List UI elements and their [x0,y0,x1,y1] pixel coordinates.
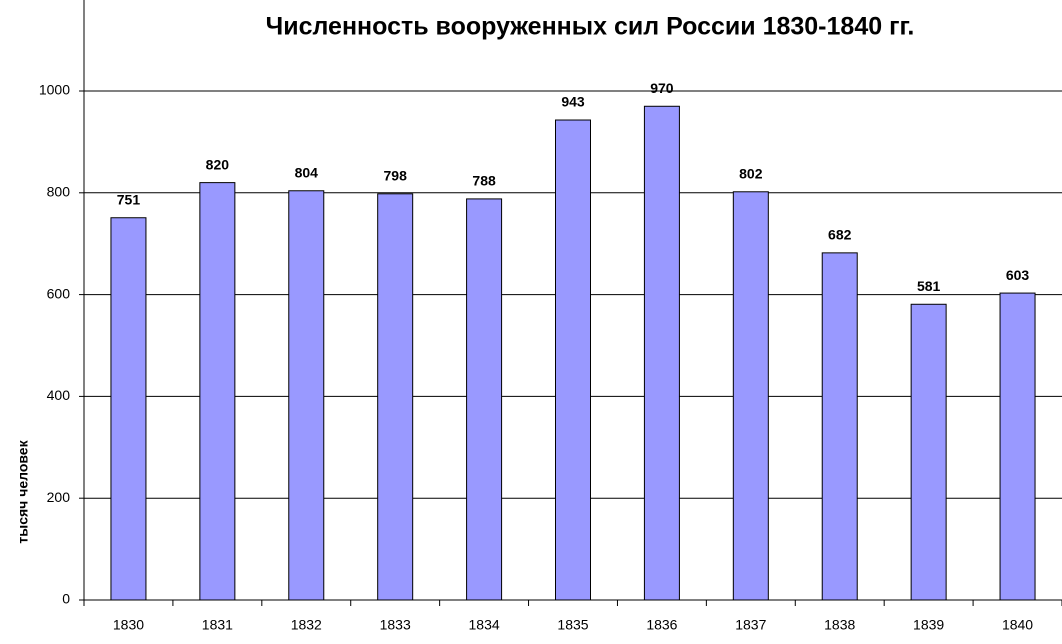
value-label: 788 [472,173,496,189]
value-label: 581 [917,278,941,294]
bar [821,252,858,601]
x-tick-label: 1838 [824,617,855,633]
y-tick-label: 0 [62,591,70,607]
value-label: 820 [206,156,230,172]
value-label: 970 [650,80,674,96]
value-label: 682 [828,227,852,243]
bar [377,193,414,601]
bar [110,217,147,601]
bar [288,190,325,601]
value-label: 802 [739,165,763,181]
bar [199,182,236,601]
x-tick-label: 1836 [646,617,677,633]
bar [643,105,680,601]
x-tick-label: 1835 [557,617,588,633]
bar [555,119,591,601]
x-tick-label: 1840 [1002,617,1033,633]
y-tick-label: 1000 [39,82,70,98]
value-label: 751 [117,191,141,207]
y-tick-label: 400 [47,387,71,403]
value-label: 943 [561,94,585,110]
x-tick-label: 1830 [113,617,144,633]
value-label: 804 [295,164,319,180]
chart-title: Численность вооруженных сил России 1830-… [266,13,915,41]
bar [466,198,503,601]
y-tick-label: 200 [47,489,71,505]
x-tick-label: 1832 [291,617,322,633]
bar [732,191,769,601]
x-tick-label: 1837 [735,617,766,633]
y-axis-label: тысяч человек [15,439,31,543]
x-tick-label: 1834 [469,617,500,633]
y-tick-label: 800 [47,184,71,200]
bar [910,303,947,601]
value-label: 603 [1006,267,1030,283]
bar [999,292,1036,601]
y-tick-label: 600 [47,285,71,301]
value-label: 798 [384,168,408,184]
x-tick-label: 1833 [380,617,411,633]
x-tick-label: 1831 [202,617,233,633]
x-tick-label: 1839 [913,617,944,633]
